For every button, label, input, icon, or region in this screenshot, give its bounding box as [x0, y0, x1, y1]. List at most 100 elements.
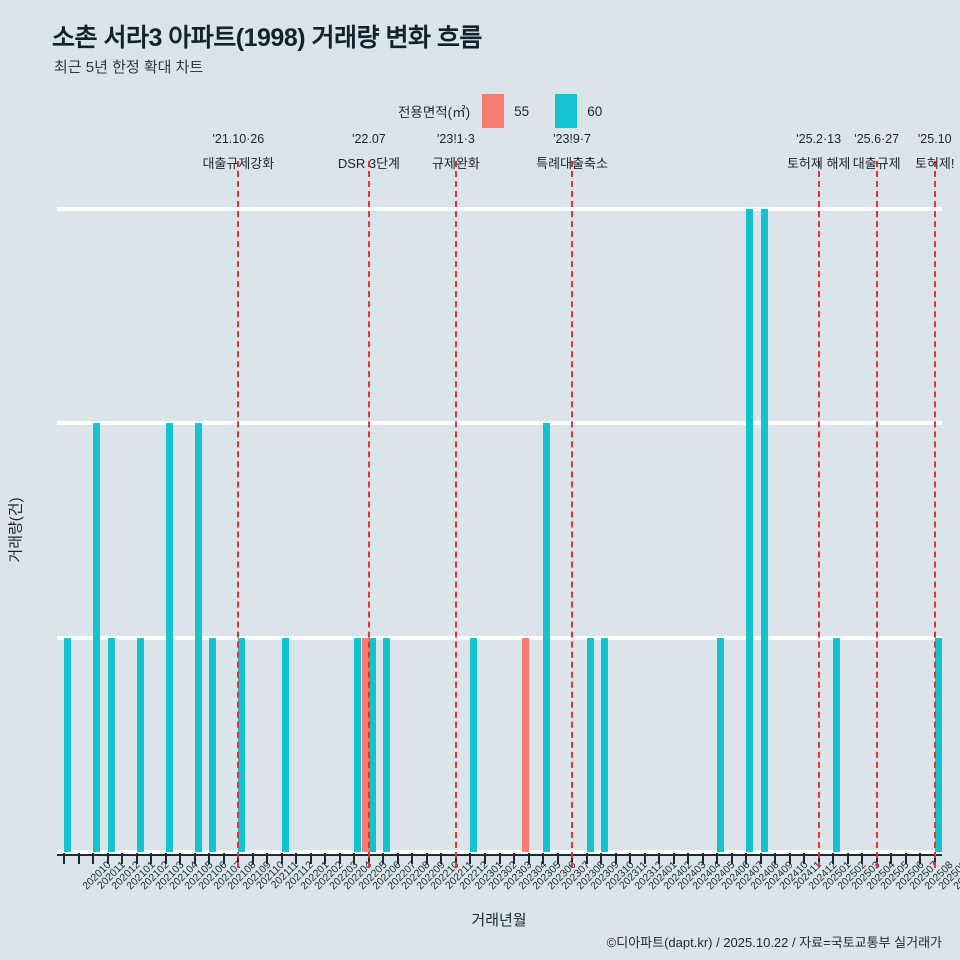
bar-60-202110[interactable]	[238, 637, 246, 852]
bar-60-202010[interactable]	[64, 637, 72, 852]
x-tick-label: 202303	[501, 859, 535, 893]
bar-60-202311[interactable]	[601, 637, 609, 852]
x-axis-tick	[600, 853, 603, 864]
x-axis-tick	[179, 853, 182, 864]
x-axis-tick	[106, 853, 109, 864]
event-date-202110: '21.10·26	[212, 132, 265, 146]
x-tick-label: 202103	[153, 859, 187, 893]
x-axis-tick	[469, 853, 472, 864]
event-name-202506: 대출규제	[852, 156, 901, 171]
bar-60-202307[interactable]	[543, 423, 551, 852]
bar-60-202503[interactable]	[833, 637, 841, 852]
x-tick-label: 202510	[950, 859, 960, 893]
x-tick-label: 202102	[138, 859, 172, 893]
x-axis-tick	[614, 853, 617, 864]
bar-60-202108[interactable]	[209, 637, 217, 852]
bar-55-202207[interactable]	[361, 637, 369, 852]
bar-60-202103[interactable]	[136, 637, 144, 852]
x-axis-tick	[483, 853, 486, 864]
x-axis-tick	[396, 853, 399, 864]
x-tick-label: 202207	[385, 859, 419, 893]
x-axis-tick	[92, 853, 95, 864]
x-axis-tick	[629, 853, 632, 864]
event-line-202502	[817, 161, 820, 868]
y-axis-label: 거래량(건)	[7, 497, 25, 563]
x-tick-label: 202410	[776, 859, 811, 893]
x-tick-label: 202504	[863, 859, 898, 893]
x-tick-label: 202101	[124, 859, 158, 893]
x-axis-tick	[309, 853, 312, 864]
bar-60-202012[interactable]	[93, 423, 101, 852]
x-axis-tick	[527, 853, 530, 864]
bar-55-202306[interactable]	[521, 637, 529, 852]
x-tick-label: 202503	[849, 859, 883, 893]
x-tick-label: 202509	[936, 859, 960, 893]
bar-60-202101[interactable]	[107, 637, 115, 852]
bar-60-202302[interactable]	[470, 637, 478, 852]
event-name-202309: 특례대출축소	[536, 156, 608, 171]
x-axis-tick	[77, 853, 80, 864]
bar-60-202409[interactable]	[746, 209, 754, 852]
legend-item-55[interactable]: 55	[482, 94, 555, 128]
x-tick-label: 202407	[733, 859, 767, 893]
event-date-202207: '22.07	[352, 132, 386, 146]
x-axis-tick	[208, 853, 211, 864]
x-tick-label: 202306	[544, 859, 579, 893]
x-axis-tick	[904, 853, 907, 864]
x-tick-label: 202012	[109, 859, 143, 893]
x-tick-label: 202304	[515, 859, 550, 893]
x-axis-tick	[759, 853, 762, 864]
x-axis-tick	[774, 853, 777, 864]
x-axis-tick	[513, 853, 515, 864]
x-axis-tick	[324, 853, 327, 864]
x-tick-label: 202312	[631, 859, 666, 893]
gridline	[57, 421, 942, 426]
bar-60-202310[interactable]	[586, 637, 594, 852]
gridline	[57, 635, 942, 640]
bar-60-202206[interactable]	[354, 637, 362, 852]
bar-60-202105[interactable]	[165, 423, 173, 852]
x-tick-label: 202209	[414, 859, 448, 893]
gridline	[57, 207, 942, 211]
x-axis-tick	[425, 853, 428, 864]
x-axis-tick	[338, 853, 341, 864]
x-tick-label: 202406	[718, 859, 753, 893]
x-tick-label: 202201	[298, 859, 332, 893]
bar-60-202410[interactable]	[760, 209, 768, 852]
x-tick-label: 202108	[225, 859, 259, 893]
legend-title: 전용면적(㎡)	[398, 105, 471, 120]
x-axis-tick	[135, 853, 138, 864]
x-axis-tick	[919, 853, 922, 864]
x-axis-label: 거래년월	[471, 912, 527, 929]
plot-area: 거래량(건) 거래년월 0123202010202011202012202101…	[8, 132, 960, 929]
x-axis-tick	[63, 853, 66, 864]
x-axis-tick	[222, 853, 225, 864]
x-tick-label: 202105	[182, 859, 216, 893]
event-line-202309	[571, 161, 574, 868]
x-tick-label: 202404	[689, 859, 724, 893]
bar-60-202201[interactable]	[281, 637, 289, 852]
bar-60-202407[interactable]	[717, 637, 725, 852]
x-axis-tick	[121, 853, 124, 864]
x-tick-label: 202310	[602, 859, 637, 893]
legend-swatch-60	[555, 94, 578, 128]
bar-60-202207[interactable]	[368, 637, 376, 852]
legend-swatch-55	[482, 94, 505, 128]
x-tick-label: 202302	[486, 859, 521, 893]
bar-60-202208[interactable]	[383, 637, 391, 852]
x-tick-label: 202010	[80, 859, 114, 893]
x-axis-tick	[193, 853, 196, 864]
bar-60-202107[interactable]	[194, 423, 202, 852]
x-tick-label: 202104	[167, 859, 201, 893]
x-axis-tick	[890, 853, 893, 864]
event-line-202301	[454, 161, 457, 868]
x-tick-label: 202307	[559, 859, 593, 893]
bar-60-202510[interactable]	[934, 637, 942, 852]
x-tick-label: 202502	[834, 859, 869, 893]
x-axis-tick	[556, 853, 559, 864]
x-axis-tick	[251, 853, 254, 864]
x-tick-label: 202501	[820, 859, 854, 893]
legend-item-60[interactable]: 60	[555, 94, 628, 128]
gridline	[57, 850, 942, 854]
